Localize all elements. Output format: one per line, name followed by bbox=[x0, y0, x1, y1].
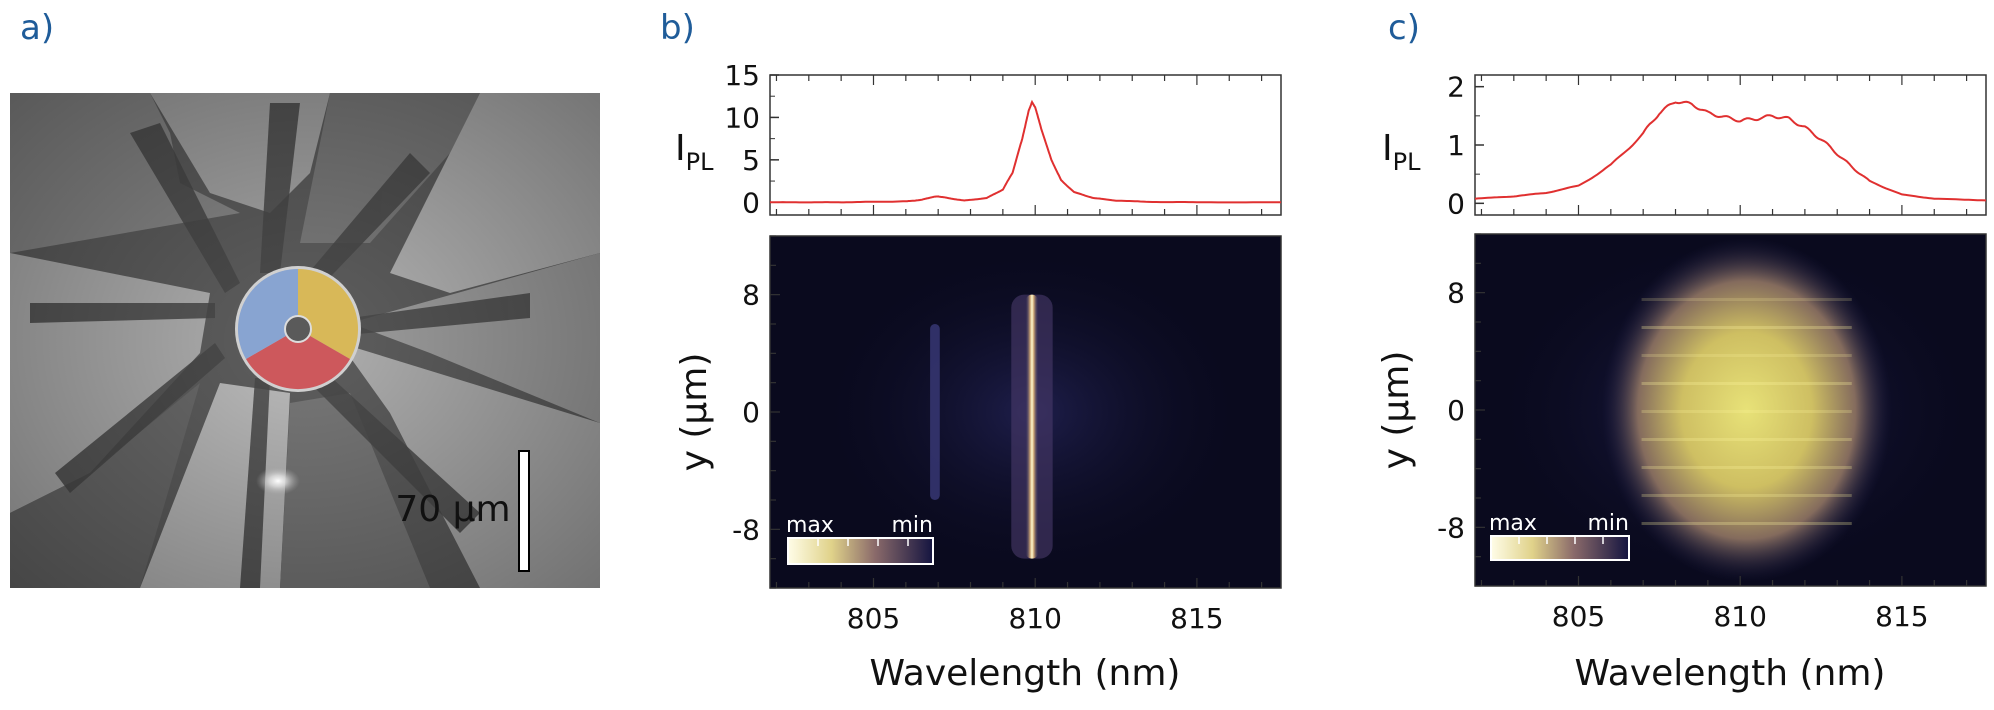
c-striation bbox=[1641, 494, 1852, 497]
b-heatmap-xlabel: Wavelength (nm) bbox=[870, 653, 1181, 694]
panel-a-label: a) bbox=[20, 8, 55, 48]
b-heat-ytick-label: 8 bbox=[742, 279, 760, 312]
c-top-ticks: 0 1 2 bbox=[1447, 71, 1968, 220]
b-heat-xtick-label: 805 bbox=[847, 602, 900, 635]
c-striation bbox=[1641, 438, 1852, 441]
c-heatmap-xlabel: Wavelength (nm) bbox=[1575, 653, 1886, 694]
c-heatmap-ylabel: y (μm) bbox=[1376, 351, 1417, 470]
c-heat-xtick-label: 805 bbox=[1552, 600, 1605, 633]
c-striation bbox=[1641, 522, 1852, 525]
b-heat-ytick-label: -8 bbox=[732, 513, 760, 546]
c-heatmap-ticks: 805 810 815 -8 0 8 bbox=[1437, 233, 1968, 633]
b-colorbar: max min bbox=[786, 513, 934, 565]
b-weak-emission-line bbox=[930, 324, 940, 500]
sector-yellow bbox=[298, 269, 359, 359]
bright-spot bbox=[256, 467, 300, 495]
b-heat-ytick-label: 0 bbox=[742, 396, 760, 429]
c-heat-ytick-label: 0 bbox=[1447, 394, 1465, 427]
sector-disk bbox=[235, 266, 361, 392]
sector-red bbox=[246, 329, 350, 390]
b-top-ytick-label: 10 bbox=[724, 101, 760, 134]
b-emission-line bbox=[1025, 294, 1039, 559]
b-colorbar-min: min bbox=[892, 513, 934, 538]
c-colorbar: max min bbox=[1489, 511, 1630, 561]
b-top-ytick-label: 5 bbox=[742, 144, 760, 177]
c-striation bbox=[1641, 382, 1852, 385]
b-heatmap-ylabel: y (μm) bbox=[674, 353, 715, 472]
sector-blue bbox=[237, 269, 298, 359]
b-heatmap-features bbox=[930, 294, 1053, 559]
microscope-image: 70 μm bbox=[10, 93, 600, 588]
c-striation bbox=[1641, 354, 1852, 357]
panel-b-label: b) bbox=[660, 8, 695, 48]
c-striation bbox=[1641, 298, 1852, 301]
c-top-ytick-label: 1 bbox=[1447, 129, 1465, 162]
c-top-ytick-label: 0 bbox=[1447, 187, 1465, 220]
b-colorbar-max: max bbox=[786, 513, 834, 538]
c-striation bbox=[1641, 466, 1852, 469]
c-emission-blob bbox=[1601, 238, 1892, 582]
b-top-frame bbox=[769, 74, 1282, 216]
c-colorbar-min: min bbox=[1588, 511, 1630, 536]
scale-bar bbox=[518, 450, 530, 572]
b-top-ylabel: IPL bbox=[675, 128, 714, 176]
c-heatmap-features bbox=[1601, 238, 1892, 582]
c-colorbar-max: max bbox=[1489, 511, 1537, 536]
c-heat-xtick-label: 810 bbox=[1713, 600, 1766, 633]
panel-c-label: c) bbox=[1388, 8, 1420, 48]
b-top-ticks: 0 5 10 15 bbox=[724, 60, 1263, 219]
b-top-ytick-label: 15 bbox=[724, 60, 760, 92]
panel-c-chart: 0 1 2 IPL 805 810 815 -8 0 8 max min y (μm) Wav… bbox=[1376, 71, 1987, 694]
c-striation bbox=[1641, 410, 1852, 413]
b-top-ytick-label: 0 bbox=[742, 186, 760, 219]
b-heat-xtick-label: 815 bbox=[1170, 602, 1223, 635]
c-heat-xtick-label: 815 bbox=[1875, 600, 1928, 633]
b-heatmap-ticks: 805 810 815 -8 0 8 bbox=[732, 235, 1263, 635]
c-spectrum-line bbox=[1474, 100, 1987, 202]
b-heat-xtick-label: 810 bbox=[1008, 602, 1061, 635]
c-top-frame bbox=[1474, 74, 1987, 216]
c-striation bbox=[1641, 326, 1852, 329]
c-top-ytick-label: 2 bbox=[1447, 71, 1465, 104]
scale-bar-label: 70 μm bbox=[395, 489, 510, 530]
c-heat-ytick-label: 8 bbox=[1447, 277, 1465, 310]
c-top-ylabel: IPL bbox=[1382, 128, 1421, 176]
b-spectrum-line bbox=[769, 99, 1282, 204]
c-heat-ytick-label: -8 bbox=[1437, 511, 1465, 544]
